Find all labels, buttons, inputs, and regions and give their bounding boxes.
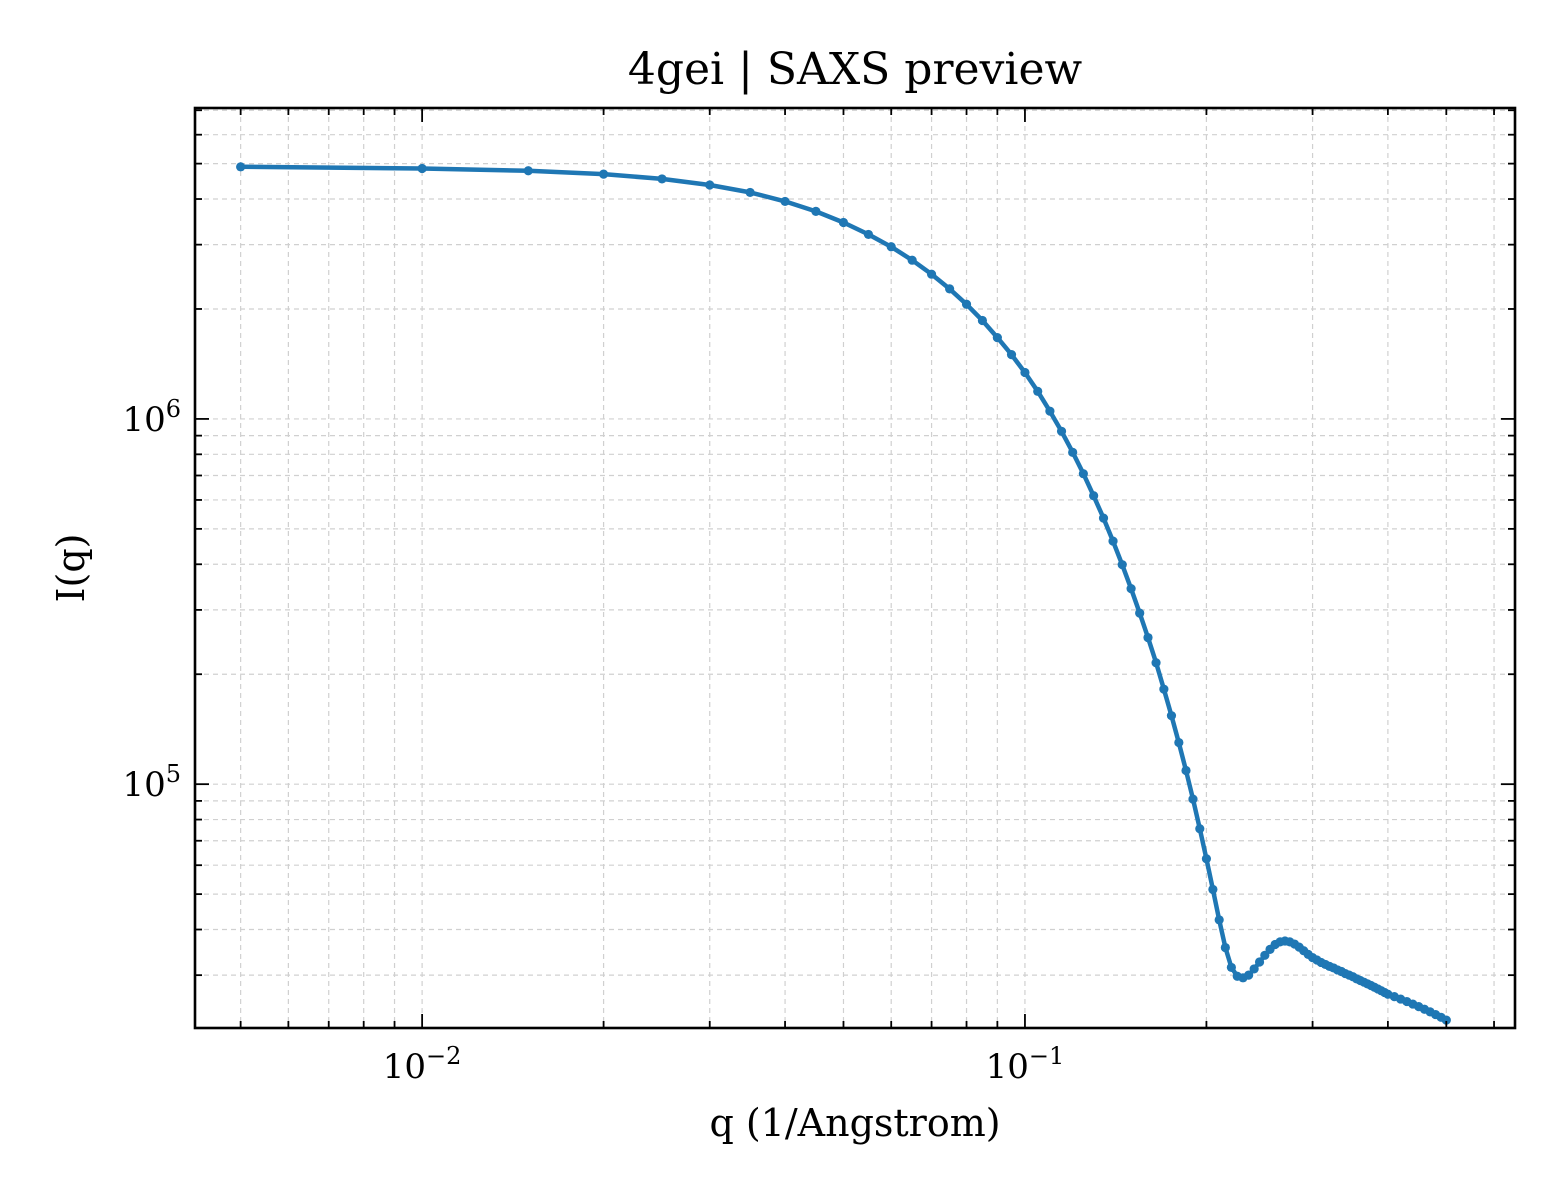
data-point [1174, 737, 1184, 748]
x-tick-label: 10−1 [986, 1042, 1065, 1087]
data-point [1214, 915, 1224, 925]
axis-ticks [195, 108, 1515, 1028]
data-point [977, 315, 988, 326]
data-point [417, 163, 427, 174]
data-point [1151, 658, 1161, 668]
data-point [1195, 824, 1205, 834]
data-point [1220, 942, 1230, 953]
plot-frame [193, 106, 1517, 1030]
tick-labels: 10−2 10−1 105 106 [122, 395, 1064, 1087]
data-point [1045, 406, 1055, 416]
x-axis-label: q (1/Angstrom) [709, 1101, 1000, 1145]
data-point [1201, 854, 1212, 864]
data-point [1108, 536, 1118, 546]
data-point [1033, 386, 1043, 396]
y-axis-label: I(q) [49, 534, 93, 603]
data-point [236, 162, 246, 172]
grid [195, 108, 1515, 1028]
data-point [598, 169, 609, 179]
y-tick-label: 106 [122, 395, 181, 440]
data-point [745, 187, 755, 198]
data-point [945, 284, 955, 294]
data-point [992, 332, 1002, 343]
data-point [1166, 711, 1177, 721]
data-series [236, 162, 1451, 1025]
chart-title: 4gei | SAXS preview [628, 44, 1083, 95]
data-point [1260, 950, 1270, 960]
data-point [1068, 447, 1078, 457]
data-point [907, 255, 917, 265]
data-point [523, 166, 533, 176]
data-point [1006, 350, 1017, 360]
data-point [1078, 469, 1088, 479]
data-point [1098, 513, 1109, 523]
data-point [1249, 964, 1259, 974]
x-tick-label: 10−2 [383, 1042, 462, 1087]
data-point [705, 180, 715, 190]
data-point [1089, 491, 1099, 501]
data-point [1181, 765, 1191, 776]
y-tick-label: 105 [122, 760, 181, 805]
data-point [1117, 560, 1127, 570]
data-point [1208, 884, 1218, 895]
data-point [863, 229, 874, 240]
data-point [1254, 957, 1265, 967]
data-point [1143, 632, 1153, 643]
data-point [811, 206, 821, 216]
data-point [838, 217, 849, 228]
data-point [1188, 794, 1198, 804]
data-point [1020, 367, 1030, 378]
data-point [1135, 608, 1145, 618]
data-point [657, 174, 667, 184]
data-point [961, 299, 972, 309]
data-point [926, 269, 937, 279]
data-point [1159, 684, 1169, 694]
data-point [780, 196, 790, 207]
data-point [886, 242, 896, 252]
data-point [1226, 962, 1236, 973]
data-point [1441, 1015, 1451, 1025]
data-point [1126, 584, 1136, 594]
data-point [1056, 426, 1067, 436]
data-point [1244, 970, 1254, 980]
